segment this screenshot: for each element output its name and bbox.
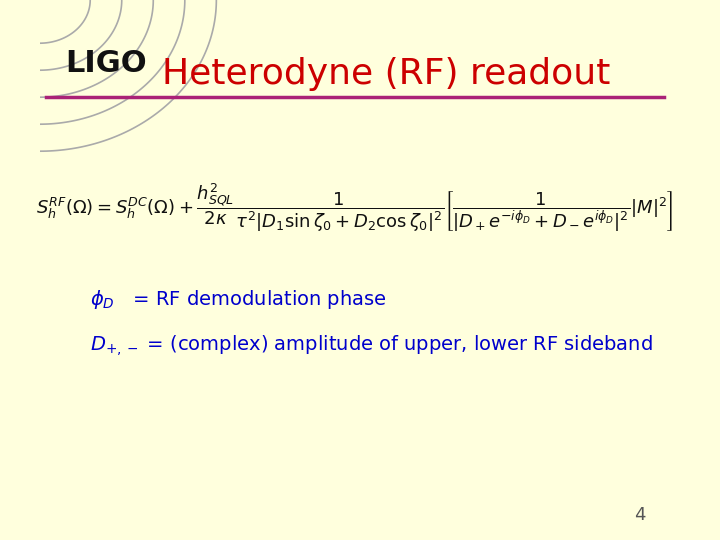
Text: 4: 4 bbox=[634, 506, 645, 524]
Text: LIGO: LIGO bbox=[65, 49, 147, 78]
Text: $D_{+,-}$ = (complex) amplitude of upper, lower RF sideband: $D_{+,-}$ = (complex) amplitude of upper… bbox=[90, 333, 653, 358]
Text: Heterodyne (RF) readout: Heterodyne (RF) readout bbox=[163, 57, 611, 91]
Text: $S_h^{RF}(\Omega) = S_h^{DC}(\Omega) + \dfrac{h_{SQL}^2}{2\kappa}\dfrac{1}{\tau^: $S_h^{RF}(\Omega) = S_h^{DC}(\Omega) + \… bbox=[37, 181, 674, 234]
Text: $\phi_D$   = RF demodulation phase: $\phi_D$ = RF demodulation phase bbox=[90, 288, 387, 311]
